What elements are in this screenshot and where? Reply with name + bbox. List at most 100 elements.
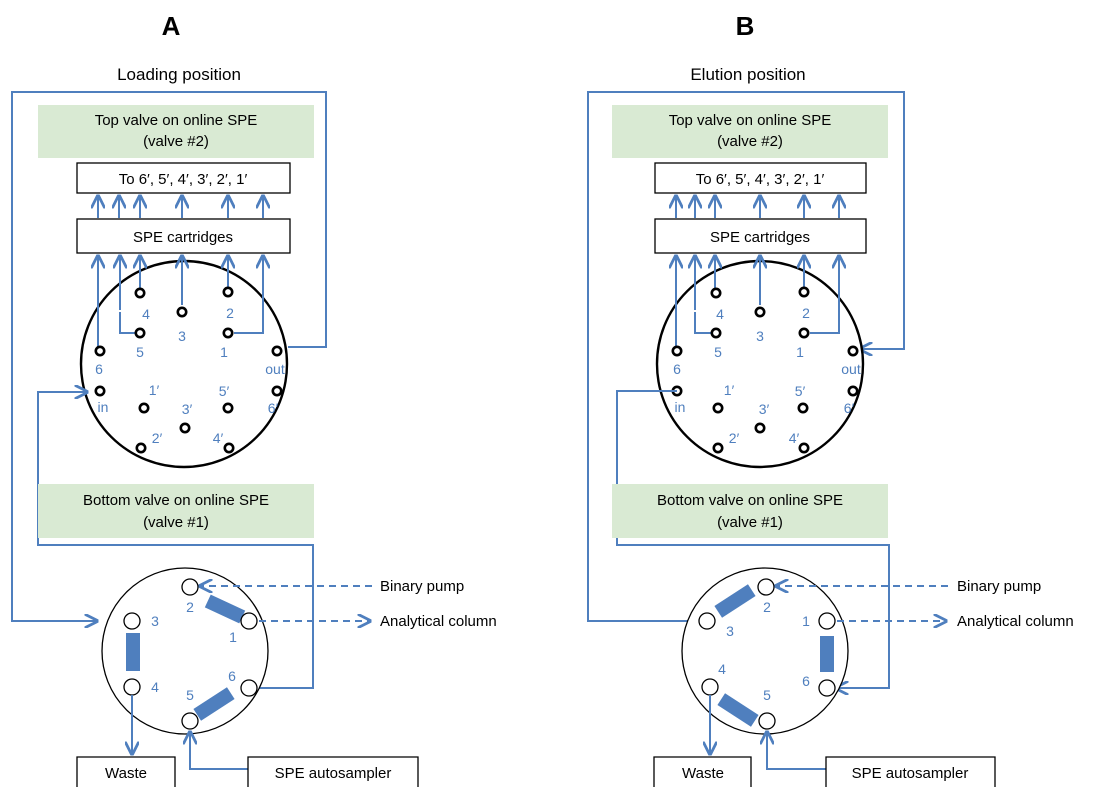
bport-label: 2 [186,599,194,615]
port-5 [710,327,722,339]
out-return-line [587,91,905,622]
bport-2 [181,578,199,596]
port-6 [94,345,106,357]
port-label: 4 [716,306,724,322]
port-1 [798,327,810,339]
waste-box [653,756,752,787]
port-4 [710,287,722,299]
port-label: in [675,399,686,415]
port-2 [222,286,234,298]
bottom-valve-label-box [612,484,888,538]
port-out [271,345,283,357]
port-5 [134,327,146,339]
bottom-valve-port-labels: 2 1 3 4 5 6 [151,599,237,703]
waste-label: Waste [682,765,724,782]
port-4 [134,287,146,299]
bport-label: 3 [726,623,734,639]
panel-b: B Elution position Top valve on online S… [587,11,1074,787]
port-label: 3 [178,328,186,344]
bport-label: 4 [718,661,726,677]
autosampler-label: SPE autosampler [275,765,392,782]
port-label: 6′ [844,400,855,416]
port-label: 5′ [219,383,230,399]
bport-1 [240,612,258,630]
top-valve-label-box [38,105,314,158]
port-5p [222,402,234,414]
cartridge-box-label: SPE cartridges [710,229,810,246]
bport-2 [757,578,775,596]
autosampler-box [247,756,419,787]
port-1 [222,327,234,339]
bport-4 [701,678,719,696]
analytical-column-label: Analytical column [380,613,497,630]
port-out [847,345,859,357]
bport-label: 6 [228,668,236,684]
bport-label: 4 [151,679,159,695]
position-title: Loading position [117,65,241,84]
port-label: 1 [220,344,228,360]
port-6p [847,385,859,397]
bottom-valve-label: Bottom valve on online SPE [83,492,269,509]
top-valve-port-labels: 4 2 3 5 1 6 out in 1′ 5′ 6′ 3′ 2′ 4′ [673,305,861,446]
rotor-bars [714,584,834,727]
bport-5 [758,712,776,730]
port-label: 3′ [759,401,770,417]
bport-label: 3 [151,613,159,629]
port-2 [798,286,810,298]
port-3 [176,306,188,318]
port-cartridge-lines [676,256,839,350]
bottom-valve-port-labels: 2 1 3 4 5 6 [718,599,810,703]
bport-5 [181,712,199,730]
in-feed-line [37,392,314,689]
outlet-box [76,162,291,194]
bottom-valve-sublabel: (valve #1) [717,514,783,531]
top-valve-label: Top valve on online SPE [669,112,832,129]
port-label: out [265,361,285,377]
top-valve-circle [79,259,289,469]
bottom-valve-label-box [38,484,314,538]
port-label: 1′ [724,382,735,398]
cartridge-box-label: SPE cartridges [133,229,233,246]
bottom-valve-ports [698,578,836,730]
waste-label: Waste [105,765,147,782]
port-label: 5 [136,344,144,360]
out-return-line [11,91,327,621]
position-title: Elution position [690,65,805,84]
port-label: 4 [142,306,150,322]
port-2p [135,442,147,454]
outlet-box [654,162,867,194]
outlet-box-label: To 6′, 5′, 4′, 3′, 2′, 1′ [696,171,825,188]
port-label: 2′ [729,430,740,446]
port-3p [754,422,766,434]
port-label: 3′ [182,401,193,417]
port-3 [754,306,766,318]
bport-3 [698,612,716,630]
bport-3 [123,612,141,630]
panel-letter: A [162,11,181,41]
port-label: 5′ [795,383,806,399]
port-2p [712,442,724,454]
port-label: 6′ [268,400,279,416]
outlet-box-label: To 6′, 5′, 4′, 3′, 2′, 1′ [119,171,248,188]
autosampler-box [825,756,996,787]
binary-pump-label: Binary pump [957,578,1041,595]
port-label: in [98,399,109,415]
autosampler-line [767,732,826,770]
port-cartridge-lines [98,256,263,350]
port-label: 1 [796,344,804,360]
cartridge-box [654,218,867,254]
port-5p [797,402,809,414]
port-6 [671,345,683,357]
port-1p [138,402,150,414]
port-3p [179,422,191,434]
rotor-bars [126,594,246,721]
binary-pump-label: Binary pump [380,578,464,595]
panel-a: A Loading position Top valve on online S… [11,11,497,787]
top-valve-sublabel: (valve #2) [143,133,209,150]
autosampler-label: SPE autosampler [852,765,969,782]
panel-letter: B [736,11,755,41]
port-label: 4′ [213,430,224,446]
port-label: 4′ [789,430,800,446]
port-in [94,385,106,397]
